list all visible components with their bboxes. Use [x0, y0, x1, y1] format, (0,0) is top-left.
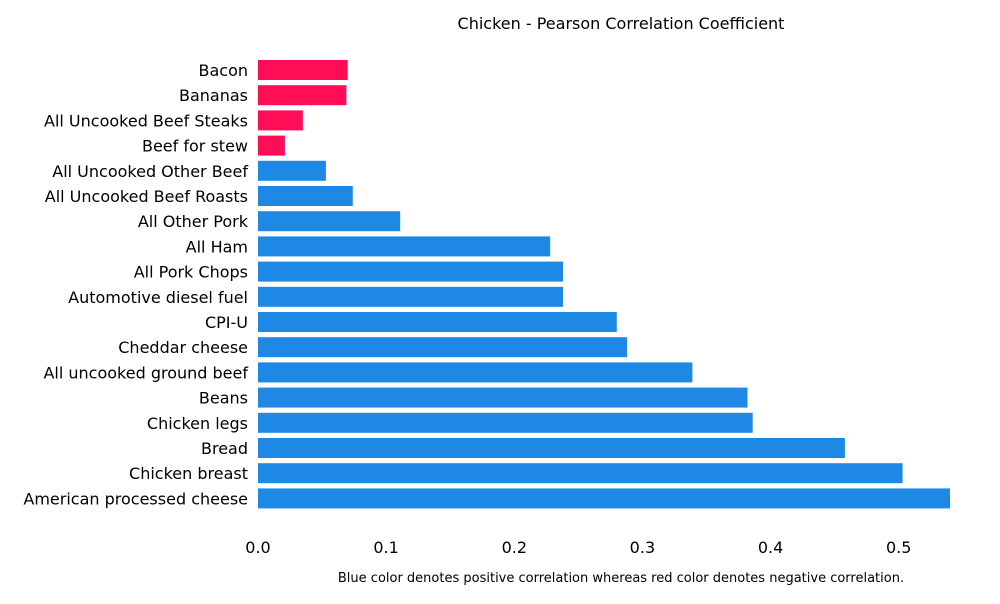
bar-all-ham: [258, 236, 551, 257]
x-tick-label: 0.3: [630, 538, 655, 557]
x-tick-label: 0.0: [245, 538, 270, 557]
category-label: Cheddar cheese: [118, 338, 248, 357]
bars-group: [258, 60, 950, 509]
category-label: Bananas: [179, 86, 248, 105]
bar-beef-for-stew: [258, 135, 285, 156]
chart-caption: Blue color denotes positive correlation …: [338, 571, 904, 586]
bar-cheddar-cheese: [258, 337, 628, 358]
chart-title: Chicken - Pearson Correlation Coefficien…: [458, 14, 785, 33]
bar-automotive-diesel-fuel: [258, 286, 563, 307]
bar-chicken-breast: [258, 463, 903, 484]
bar-all-uncooked-other-beef: [258, 160, 326, 181]
category-label: All Uncooked Beef Roasts: [45, 187, 248, 206]
bar-all-uncooked-beef-roasts: [258, 186, 353, 206]
category-label: Chicken breast: [129, 464, 248, 483]
x-tick-label: 0.4: [758, 538, 783, 557]
bar-beans: [258, 387, 748, 408]
bar-bacon: [258, 60, 348, 80]
category-label: Beans: [199, 389, 248, 408]
bar-all-other-pork: [258, 211, 401, 232]
category-label: Chicken legs: [147, 414, 248, 433]
bar-all-uncooked-ground-beef: [258, 362, 693, 383]
bar-bananas: [258, 85, 347, 106]
category-label: Automotive diesel fuel: [68, 288, 248, 307]
category-label: American processed cheese: [23, 489, 248, 508]
bar-american-processed-cheese: [258, 488, 950, 509]
category-label: Bread: [201, 439, 248, 458]
bar-cpi-u: [258, 312, 617, 332]
category-label: Beef for stew: [142, 137, 248, 156]
x-tick-label: 0.1: [373, 538, 398, 557]
category-label: All Uncooked Other Beef: [52, 162, 248, 181]
x-tick-label: 0.2: [502, 538, 527, 557]
bar-all-pork-chops: [258, 261, 563, 282]
bar-chicken-legs: [258, 412, 753, 433]
category-labels-group: Bacon Bananas All Uncooked Beef Steaks Beef…: [23, 61, 248, 508]
category-label: All Ham: [186, 237, 248, 256]
x-tick-label: 0.5: [886, 538, 911, 557]
category-label: All uncooked ground beef: [43, 363, 248, 382]
category-label: All Other Pork: [138, 212, 249, 231]
category-label: Bacon: [198, 61, 248, 80]
bar-all-uncooked-beef-steaks: [258, 110, 303, 131]
category-label: All Pork Chops: [134, 263, 248, 282]
category-label: All Uncooked Beef Steaks: [44, 111, 248, 130]
bar-bread: [258, 438, 845, 458]
x-tick-labels-group: 0.0 0.1 0.2 0.3 0.4 0.5: [245, 538, 911, 557]
category-label: CPI-U: [205, 313, 248, 332]
